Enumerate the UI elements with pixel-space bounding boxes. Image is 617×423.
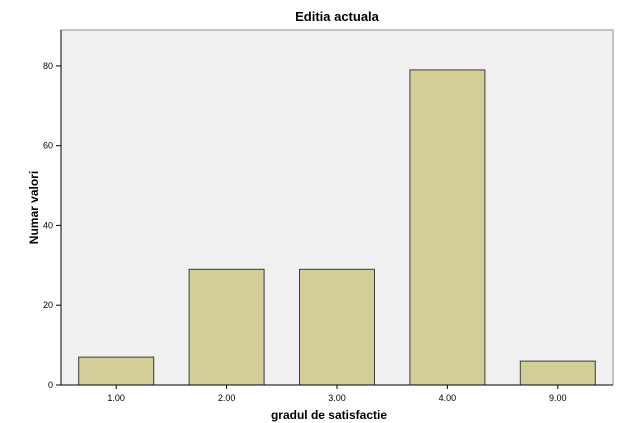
bars-group <box>78 69 596 386</box>
bar-9-00 <box>519 360 596 386</box>
bar-1-00 <box>78 356 155 386</box>
x-axis-label: gradul de satisfactie <box>271 408 387 422</box>
y-axis-label: Numar valori <box>27 171 41 244</box>
y-tick-label: 60 <box>43 141 53 151</box>
x-tick-label: 4.00 <box>439 393 457 403</box>
y-tick-label: 0 <box>48 380 53 390</box>
y-tick-label: 20 <box>43 300 53 310</box>
x-tick-label: 2.00 <box>218 393 236 403</box>
y-tick-label: 80 <box>43 61 53 71</box>
bar-4-00 <box>409 69 486 386</box>
x-tick-label: 9.00 <box>549 393 567 403</box>
chart-title: Editia actuala <box>295 9 380 24</box>
bar-2-00 <box>188 268 265 386</box>
y-tick-label: 40 <box>43 220 53 230</box>
x-tick-label: 3.00 <box>328 393 346 403</box>
x-tick-label: 1.00 <box>107 393 125 403</box>
ticks-group: 1.00 2.00 3.00 4.00 9.00 0 20 40 60 80 <box>43 61 567 403</box>
bar-3-00 <box>299 268 375 386</box>
